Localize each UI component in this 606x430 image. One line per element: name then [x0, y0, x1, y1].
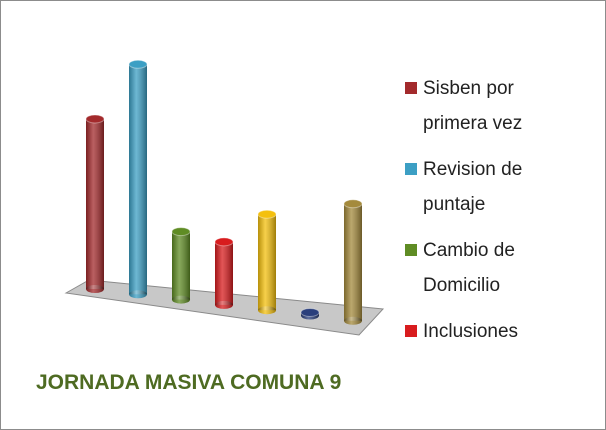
bar-bottom-shade: [258, 306, 276, 315]
legend-swatch: [405, 82, 417, 94]
bar-top: [300, 308, 320, 317]
bar-shade: [172, 231, 190, 300]
legend-label: Cambio de Domicilio: [423, 240, 515, 296]
legend-entry: Sisben por primera vez: [405, 71, 555, 141]
bars: [85, 59, 363, 325]
legend-swatch: [405, 163, 417, 175]
bar-shade: [215, 241, 233, 305]
legend-label: Sisben por primera vez: [423, 78, 523, 134]
bar-top: [85, 114, 105, 124]
legend-entry: Cambio de Domicilio: [405, 233, 555, 303]
legend: Sisben por primera vez Revision de puntaj…: [405, 71, 555, 360]
legend-swatch: [405, 325, 417, 337]
legend-label: Revision de puntaje: [423, 159, 523, 215]
bar-bottom-shade: [172, 295, 190, 304]
chart-title: JORNADA MASIVA COMUNA 9: [36, 371, 342, 394]
legend-entry: Revision de puntaje: [405, 152, 555, 222]
bar-shade: [258, 214, 276, 311]
bar-bottom-shade: [129, 290, 147, 299]
legend-entry: Inclusiones: [405, 314, 555, 349]
bar-bottom-shade: [86, 285, 104, 293]
legend-swatch: [405, 244, 417, 256]
bar-top: [343, 199, 363, 209]
bar-shade: [86, 119, 104, 289]
bar-shade: [344, 203, 362, 321]
bar-top: [257, 209, 277, 219]
bar-shade: [129, 64, 147, 295]
bar-top: [214, 237, 234, 247]
legend-label: Inclusiones: [423, 321, 519, 342]
bar-top: [128, 59, 148, 69]
bar-bottom-shade: [215, 300, 233, 309]
bar-bottom-shade: [344, 316, 362, 325]
bar-top: [171, 227, 191, 237]
